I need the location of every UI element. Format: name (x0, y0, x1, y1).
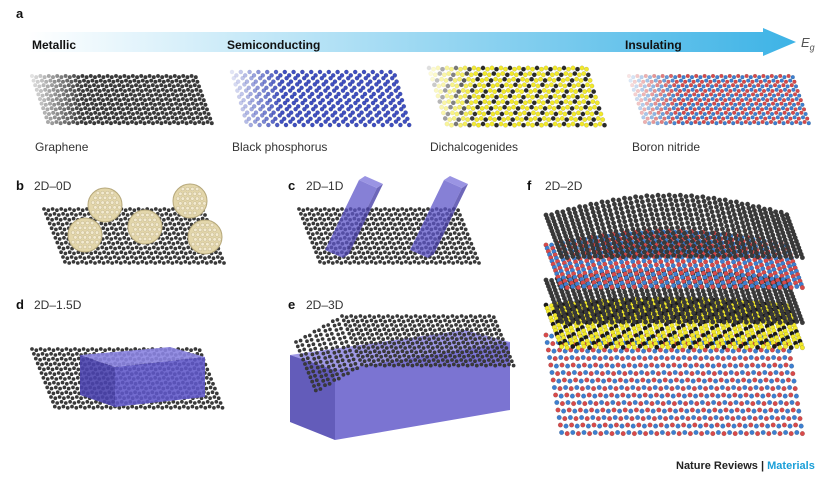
black-phosphorus-sheet (229, 69, 412, 128)
journal-credit: Nature Reviews | Materials (676, 460, 815, 472)
panel-a-letter: a (16, 6, 24, 21)
label-dichalcogenides: Dichalcogenides (430, 140, 519, 154)
heterostructure-stack (543, 192, 805, 437)
panel-f-title: 2D–2D (545, 179, 583, 193)
panel-e-title: 2D–3D (306, 298, 344, 312)
label-black-phosphorus: Black phosphorus (232, 140, 328, 154)
panel-c-title: 2D–1D (306, 179, 344, 193)
nanowires (325, 176, 468, 258)
panel-e-letter: e (288, 297, 296, 312)
panel-b-title: 2D–0D (34, 179, 72, 193)
panel-d-title: 2D–1.5D (34, 298, 82, 312)
label-graphene: Graphene (35, 140, 89, 154)
bulk-block-d (80, 347, 205, 407)
label-metallic: Metallic (32, 38, 77, 52)
graphene-sheet (30, 73, 214, 126)
panel-e-graphene-sheet (294, 314, 516, 393)
panel-d-letter: d (16, 297, 24, 312)
separator: | (757, 460, 768, 472)
label-semiconducting: Semiconducting (227, 38, 321, 52)
panel-f-letter: f (527, 178, 532, 193)
label-insulating: Insulating (625, 38, 682, 52)
band-gap-arrow (28, 28, 796, 56)
panel-c-letter: c (288, 178, 296, 193)
panel-b-letter: b (16, 178, 24, 193)
label-boron-nitride: Boron nitride (632, 140, 701, 154)
nanoparticles (67, 183, 223, 255)
journal-section: Materials (767, 460, 815, 472)
band-gap-symbol: Eg (801, 35, 815, 53)
dichalcogenide-sheet (426, 65, 607, 128)
journal-name: Nature Reviews (676, 460, 758, 472)
boron-nitride-sheet (627, 73, 811, 126)
